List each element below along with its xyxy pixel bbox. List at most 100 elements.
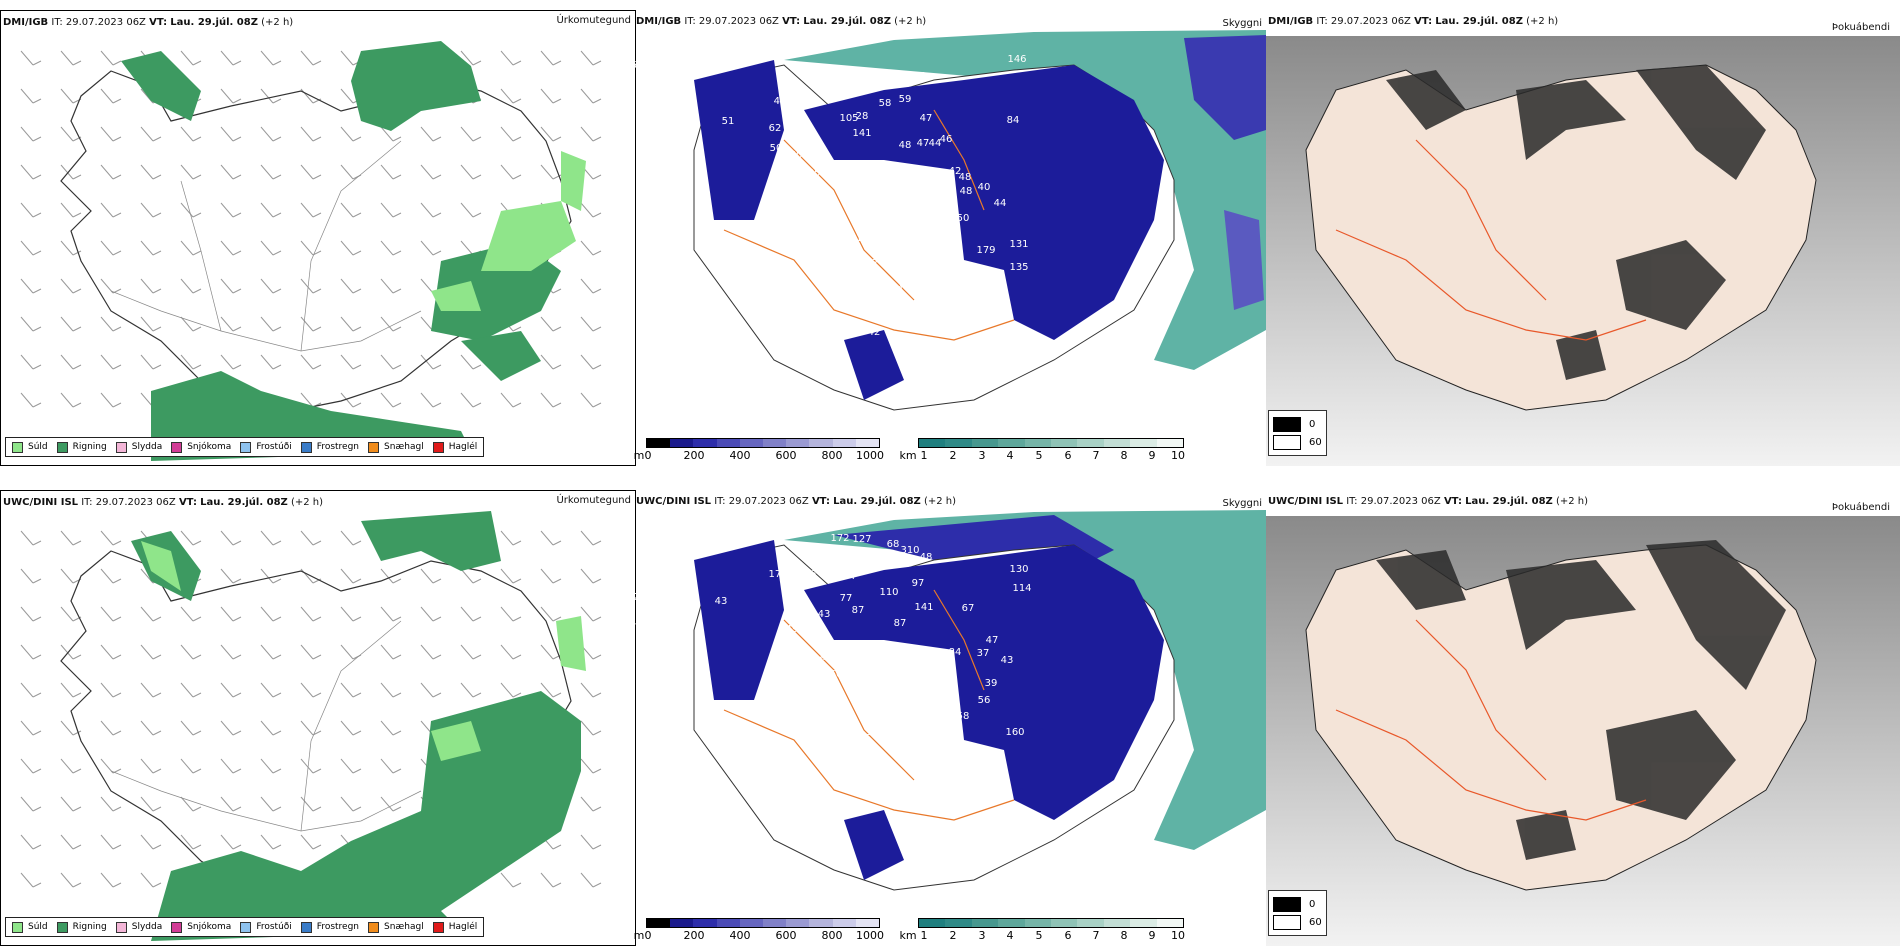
visibility-value-label: 131 <box>1009 239 1028 250</box>
panel-header: UWC/DINI ISL IT: 29.07.2023 06Z VT: Lau.… <box>636 496 957 507</box>
wind-barb <box>540 568 562 584</box>
wind-barb <box>300 530 322 546</box>
legend-swatch <box>56 921 68 933</box>
wind-barb <box>140 796 162 812</box>
wind-barb <box>100 392 122 408</box>
visibility-value-label: 50 <box>638 618 651 629</box>
visibility-value-label: 44 <box>778 166 791 177</box>
wind-barb <box>20 796 42 812</box>
wind-barb <box>420 240 442 256</box>
roads <box>110 140 422 352</box>
visibility-value-label: 50 <box>820 187 833 198</box>
visibility-value-label: 40 <box>662 695 675 706</box>
wind-barb <box>300 316 322 332</box>
wind-barb <box>60 316 82 332</box>
wind-barb <box>300 50 322 66</box>
visibility-value-label: 47 <box>780 831 793 842</box>
legend-item: Frostregn <box>300 441 359 453</box>
wind-barb <box>140 720 162 736</box>
wind-barb <box>260 202 282 218</box>
wind-barb <box>180 278 202 294</box>
wind-barb <box>180 50 202 66</box>
wind-barb <box>540 872 562 888</box>
visibility-value-label: 173 <box>768 569 787 580</box>
legend-swatch <box>432 921 444 933</box>
visibility-value-label: 52 <box>842 649 855 660</box>
legend-swatch <box>240 441 252 453</box>
wind-barb <box>540 644 562 660</box>
unit-label: m <box>634 929 645 942</box>
visibility-value-label: 38 <box>670 116 683 127</box>
height-scale: m 0 200 400 600 800 1000 <box>634 918 894 942</box>
wind-barb <box>140 126 162 142</box>
visibility-value-label: 66 <box>634 60 643 71</box>
wind-barb <box>20 278 42 294</box>
height-colorbar <box>646 438 880 448</box>
wind-barb <box>220 568 242 584</box>
wind-barb <box>180 240 202 256</box>
wind-barb <box>260 278 282 294</box>
visibility-scale: km 1 2 3 4 5 6 7 8 9 10 <box>899 438 1202 462</box>
wind-barb <box>540 530 562 546</box>
wind-barb <box>220 240 242 256</box>
visibility-value-label: 68 <box>887 539 900 550</box>
visibility-value-label: 110 <box>879 587 898 598</box>
wind-barb <box>180 316 202 332</box>
visibility-value-label: 44 <box>891 284 904 295</box>
wind-barb <box>260 530 282 546</box>
sea-visibility <box>784 30 1266 370</box>
wind-barb <box>100 530 122 546</box>
wind-barb <box>580 530 602 546</box>
visibility-value-label: 310 <box>900 545 919 556</box>
panel-header: UWC/DINI ISL IT: 29.07.2023 06Z VT: Lau.… <box>1268 496 1589 507</box>
wind-barb <box>500 392 522 408</box>
wind-barb <box>460 126 482 142</box>
visibility-value-label: 45 <box>932 224 945 235</box>
visibility-value-label: 59 <box>899 94 912 105</box>
wind-barb <box>580 316 602 332</box>
wind-barb <box>380 278 402 294</box>
visibility-value-label: 54 <box>634 618 636 629</box>
visibility-value-label: 47 <box>986 635 999 646</box>
wind-barb <box>340 278 362 294</box>
legend-item: Frostúði <box>240 441 292 453</box>
visibility-value-label: 97 <box>912 578 925 589</box>
wind-barb <box>460 202 482 218</box>
visibility-value-label: 40 <box>860 210 873 221</box>
wind-barb <box>100 50 122 66</box>
offshore-low-vis <box>1184 35 1266 140</box>
wind-barb <box>220 530 242 546</box>
visibility-value-label: 51 <box>943 755 956 766</box>
wind-barb <box>340 720 362 736</box>
wind-barb <box>100 720 122 736</box>
fog-map <box>1266 516 1900 946</box>
wind-barb <box>180 720 202 736</box>
panel-header: DMI/IGB IT: 29.07.2023 06Z VT: Lau. 29.j… <box>3 17 294 28</box>
wind-barb <box>20 682 42 698</box>
wind-barb <box>220 758 242 774</box>
visibility-value-label: 72 <box>881 560 894 571</box>
visibility-map: 1721276831048729711048344234445450383636… <box>634 510 1266 891</box>
visibility-value-label: 60 <box>830 669 843 680</box>
legend-swatch <box>1273 914 1301 930</box>
wind-barb <box>180 682 202 698</box>
wind-barb <box>540 126 562 142</box>
wind-barb <box>260 240 282 256</box>
wind-barb <box>460 682 482 698</box>
wind-barb <box>580 796 602 812</box>
panel-header: UWC/DINI ISL IT: 29.07.2023 06Z VT: Lau.… <box>3 497 324 508</box>
legend-swatch <box>240 921 252 933</box>
legend-item: 0 <box>1273 895 1322 913</box>
wind-barb <box>420 126 442 142</box>
wind-barb <box>20 392 42 408</box>
wind-barb <box>500 164 522 180</box>
visibility-value-label: 48 <box>959 172 972 183</box>
visibility-value-label: 114 <box>1012 583 1031 594</box>
wind-barb <box>580 568 602 584</box>
wind-barb <box>420 568 442 584</box>
legend-swatch <box>115 441 127 453</box>
visibility-value-label: 45 <box>664 219 677 230</box>
panel-header: DMI/IGB IT: 29.07.2023 06Z VT: Lau. 29.j… <box>1268 16 1559 27</box>
visibility-value-label: 41 <box>647 178 660 189</box>
wind-barb <box>220 354 242 370</box>
